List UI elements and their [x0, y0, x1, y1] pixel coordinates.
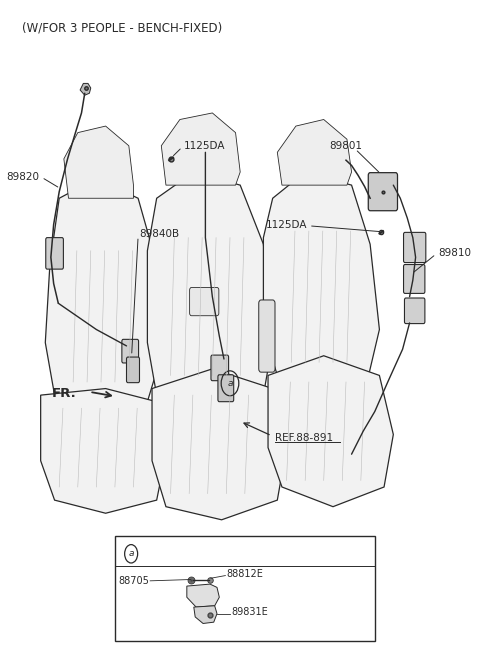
Polygon shape	[152, 369, 287, 520]
Bar	[115, 536, 375, 641]
FancyBboxPatch shape	[122, 339, 139, 363]
FancyBboxPatch shape	[259, 300, 275, 372]
FancyBboxPatch shape	[46, 238, 63, 269]
Text: REF.88-891: REF.88-891	[275, 433, 333, 443]
Polygon shape	[80, 84, 91, 96]
Text: (W/FOR 3 PEOPLE - BENCH-FIXED): (W/FOR 3 PEOPLE - BENCH-FIXED)	[22, 21, 222, 34]
Text: 88812E: 88812E	[226, 569, 263, 579]
Polygon shape	[161, 113, 240, 185]
FancyBboxPatch shape	[127, 357, 140, 383]
Polygon shape	[41, 389, 166, 513]
Polygon shape	[147, 172, 273, 415]
Text: FR.: FR.	[51, 387, 76, 399]
Text: a: a	[227, 379, 233, 387]
Text: 88705: 88705	[119, 576, 150, 586]
Polygon shape	[187, 584, 219, 607]
FancyBboxPatch shape	[218, 375, 234, 402]
FancyBboxPatch shape	[404, 233, 426, 262]
Text: 1125DA: 1125DA	[266, 220, 308, 230]
Polygon shape	[264, 172, 379, 402]
Text: 89840B: 89840B	[139, 229, 179, 239]
Text: 89810: 89810	[438, 248, 471, 258]
FancyBboxPatch shape	[405, 298, 425, 324]
FancyBboxPatch shape	[404, 264, 425, 293]
Polygon shape	[194, 606, 217, 623]
Text: 89801: 89801	[329, 141, 362, 151]
Polygon shape	[45, 179, 161, 415]
FancyBboxPatch shape	[368, 173, 397, 211]
Polygon shape	[64, 126, 133, 198]
Text: 1125DA: 1125DA	[183, 141, 225, 151]
Polygon shape	[277, 119, 351, 185]
Text: a: a	[128, 550, 134, 558]
Text: 89820: 89820	[7, 171, 40, 182]
FancyBboxPatch shape	[211, 355, 228, 381]
FancyBboxPatch shape	[190, 287, 219, 316]
Text: 89831E: 89831E	[231, 608, 268, 617]
Polygon shape	[268, 356, 393, 507]
